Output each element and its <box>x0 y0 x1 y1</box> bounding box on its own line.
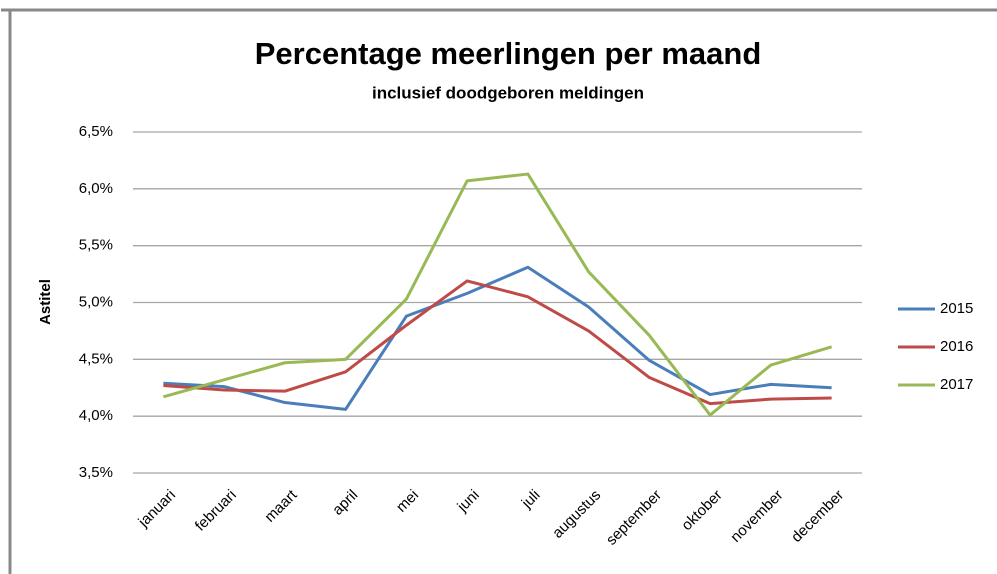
legend-label: 2015 <box>940 300 973 317</box>
y-tick-label: 6,5% <box>79 123 113 140</box>
legend-label: 2016 <box>940 338 973 355</box>
series-line <box>163 265 832 411</box>
series-line <box>162 172 833 417</box>
chart-title: Percentage meerlingen per maand <box>255 36 762 71</box>
y-tick-label: 6,0% <box>79 180 113 197</box>
y-tick-label: 4,5% <box>79 350 113 367</box>
y-axis-label: Astitel <box>37 279 54 325</box>
y-tick-label: 5,5% <box>79 237 113 254</box>
y-tick-label: 4,0% <box>79 407 113 424</box>
series-line <box>163 279 832 406</box>
y-tick-label: 5,0% <box>79 293 113 310</box>
chart-subtitle: inclusief doodgeboren meldingen <box>372 83 644 102</box>
y-tick-label: 3,5% <box>79 464 113 481</box>
legend-label: 2017 <box>940 376 973 393</box>
